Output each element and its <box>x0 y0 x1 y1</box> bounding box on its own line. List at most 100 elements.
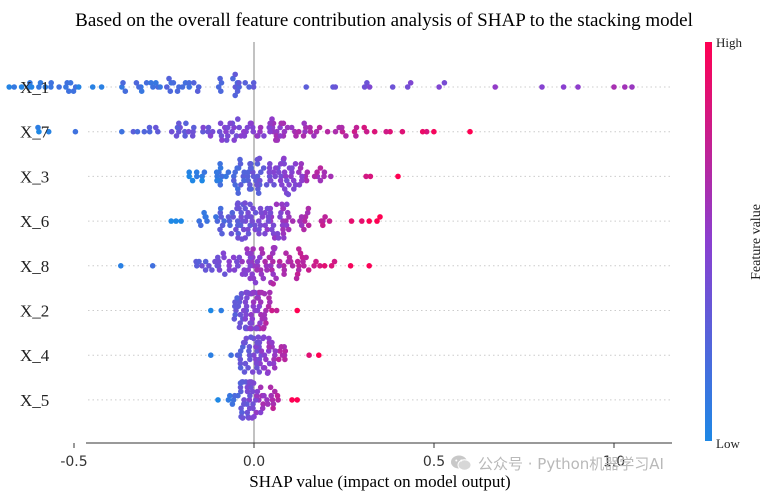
shap-point-x-1 <box>622 84 628 90</box>
shap-point-x-7 <box>311 133 317 139</box>
shap-point-x-6 <box>230 214 236 220</box>
shap-point-x-7 <box>173 133 180 139</box>
shap-point-x-6 <box>225 214 232 220</box>
shap-point-x-3 <box>254 182 260 188</box>
shap-point-x-1 <box>246 84 252 90</box>
shap-point-x-7 <box>288 124 295 131</box>
shap-point-x-5 <box>254 388 261 395</box>
shap-point-x-3 <box>247 165 254 171</box>
shap-point-x-8 <box>118 263 124 269</box>
shap-point-x-3 <box>232 169 238 175</box>
shap-point-x-1 <box>539 84 545 90</box>
feature-label-x-6: X_6 <box>20 212 49 231</box>
shap-point-x-5 <box>227 392 233 399</box>
shap-point-x-3 <box>244 173 251 180</box>
shap-point-x-4 <box>237 360 244 367</box>
shap-point-x-6 <box>257 205 264 212</box>
shap-point-x-1 <box>98 84 105 90</box>
shap-point-x-7 <box>244 124 251 131</box>
shap-point-x-3 <box>186 169 192 175</box>
x-axis-ticks: -0.50.00.51.01.52.0 <box>60 443 625 470</box>
shap-point-x-3 <box>214 177 220 184</box>
wechat-icon <box>451 455 472 471</box>
shap-point-x-1 <box>236 80 242 86</box>
shap-point-x-8 <box>258 271 265 278</box>
shap-point-x-7 <box>431 128 437 135</box>
shap-point-x-6 <box>249 218 255 224</box>
shap-point-x-6 <box>277 214 283 220</box>
shap-point-x-5 <box>237 384 244 391</box>
shap-point-x-7 <box>307 124 313 131</box>
shap-point-x-7 <box>190 128 196 135</box>
shap-point-x-6 <box>226 218 233 224</box>
shap-point-x-7 <box>182 133 188 139</box>
shap-point-x-7 <box>277 133 284 139</box>
shap-point-x-5 <box>261 392 267 399</box>
shap-point-x-1 <box>148 80 154 86</box>
shap-point-x-1 <box>143 80 150 86</box>
feature-label-x-5: X_5 <box>20 391 49 410</box>
shap-point-x-8 <box>262 258 268 265</box>
shap-point-x-2 <box>238 290 245 297</box>
shap-point-x-6 <box>173 218 179 224</box>
shap-point-x-4 <box>237 365 244 371</box>
shap-point-x-8 <box>212 258 218 265</box>
shap-point-x-7 <box>339 128 346 135</box>
shap-point-x-8 <box>239 258 245 265</box>
shap-point-x-6 <box>217 226 223 233</box>
shap-point-x-1 <box>28 84 35 90</box>
shap-point-x-6 <box>219 222 226 229</box>
shap-point-x-7 <box>216 128 223 135</box>
feature-label-x-4: X_4 <box>20 346 50 365</box>
shap-point-x-7 <box>257 128 263 135</box>
shap-point-x-8 <box>297 250 304 256</box>
shap-point-x-6 <box>374 218 380 224</box>
shap-point-x-3 <box>250 169 256 175</box>
shap-point-x-3 <box>297 165 304 171</box>
shap-point-x-1 <box>575 84 581 90</box>
shap-point-x-7 <box>72 128 79 135</box>
shap-point-x-3 <box>271 182 277 188</box>
shap-point-x-6 <box>348 218 355 224</box>
shap-point-x-7 <box>277 124 283 131</box>
shap-point-x-7 <box>296 128 302 135</box>
shap-point-x-4 <box>264 370 271 377</box>
shap-point-x-6 <box>196 218 202 224</box>
shap-point-x-1 <box>66 88 72 94</box>
shap-point-x-6 <box>214 218 221 224</box>
shap-point-x-6 <box>298 222 305 229</box>
shap-point-x-4 <box>279 352 286 359</box>
shap-point-x-7 <box>300 133 307 139</box>
shap-point-x-3 <box>304 169 311 175</box>
shap-point-x-7 <box>316 124 323 131</box>
shap-point-x-3 <box>288 173 294 180</box>
shap-point-x-2 <box>231 316 238 322</box>
shap-point-x-3 <box>231 173 237 180</box>
shap-point-x-8 <box>366 263 373 269</box>
shap-point-x-5 <box>250 405 256 412</box>
shap-point-x-8 <box>267 263 274 269</box>
shap-point-x-5 <box>272 388 278 395</box>
shap-point-x-8 <box>149 263 156 269</box>
shap-point-x-8 <box>296 263 302 269</box>
shap-point-x-6 <box>204 218 210 224</box>
shap-point-x-2 <box>247 325 253 332</box>
shap-point-x-3 <box>241 169 247 175</box>
shap-point-x-8 <box>242 271 249 278</box>
shap-point-x-1 <box>70 88 77 94</box>
shap-point-x-3 <box>250 173 257 180</box>
shap-point-x-3 <box>255 186 261 192</box>
shap-point-x-7 <box>146 124 153 131</box>
shap-point-x-1 <box>150 84 156 90</box>
shap-point-x-8 <box>347 263 354 269</box>
shap-point-x-6 <box>236 205 242 212</box>
shap-point-x-8 <box>226 263 232 269</box>
shap-point-x-3 <box>281 186 288 192</box>
shap-point-x-1 <box>133 80 140 86</box>
shap-point-x-4 <box>228 352 234 359</box>
shap-point-x-3 <box>253 177 259 184</box>
shap-point-x-8 <box>202 267 209 273</box>
shap-point-x-7 <box>153 124 159 131</box>
shap-point-x-5 <box>249 415 255 421</box>
shap-point-x-8 <box>241 267 247 273</box>
